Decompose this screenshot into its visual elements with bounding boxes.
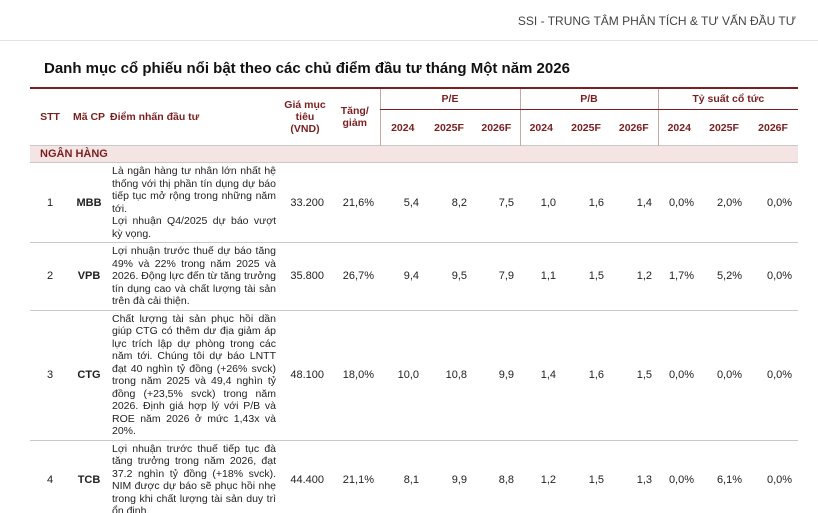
ticker: CTG [70, 309, 108, 440]
metric: 1,2 [520, 439, 562, 513]
document-title: Danh mục cổ phiếu nổi bật theo các chủ đ… [44, 60, 570, 77]
ticker: MBB [70, 162, 108, 243]
metric: 0,0% [748, 439, 799, 513]
stt: 4 [30, 439, 70, 513]
metric: 5,4 [380, 162, 425, 243]
change: 21,6% [330, 162, 380, 243]
year-header: 2026F [481, 121, 512, 134]
highlight-text: Lợi nhuận trước thuế tiếp tục đà tăng tr… [112, 442, 276, 513]
metric: 5,2% [700, 242, 749, 310]
metric: 10,8 [425, 309, 473, 440]
target-price: 35.800 [280, 242, 330, 310]
metric: 1,2 [610, 242, 659, 310]
metric: 1,3 [610, 439, 659, 513]
metric: 9,9 [473, 309, 520, 440]
section-label: NGÂN HÀNG [30, 145, 799, 163]
ticker: TCB [70, 439, 108, 513]
table-body: NGÂN HÀNG 1 MBB Là ngân hàng tư nhân lớn nh… [30, 145, 799, 513]
target-price: 33.200 [280, 162, 330, 243]
header-rule [0, 40, 818, 41]
metric: 7,9 [473, 242, 520, 310]
metric: 1,1 [520, 242, 562, 310]
metric: 9,9 [425, 439, 473, 513]
table-head: STT Mã CP Điểm nhấn đầu tư Giá mục tiêu … [30, 87, 799, 146]
stt: 3 [30, 309, 70, 440]
year-header: 2025F [434, 121, 464, 134]
target-price: 44.400 [280, 439, 330, 513]
highlight-text: Lợi nhuận trước thuế dự báo tăng 49% và … [112, 245, 276, 307]
section-row: NGÂN HÀNG [30, 145, 799, 163]
change: 18,0% [330, 309, 380, 440]
header-title: SSI - TRUNG TÂM PHÂN TÍCH & TƯ VẤN ĐẦU T… [517, 14, 796, 28]
change: 26,7% [330, 242, 380, 310]
stock-table: STT Mã CP Điểm nhấn đầu tư Giá mục tiêu … [30, 87, 799, 513]
group-header: P/B [519, 87, 659, 111]
metric: 8,2 [425, 162, 473, 243]
highlight-text: Chất lượng tài sản phục hồi dần giúp CTG… [112, 312, 276, 438]
stock-row: 1 MBB Là ngân hàng tư nhân lớn nhất hệ thố… [30, 162, 799, 243]
metric: 6,1% [700, 439, 749, 513]
metric: 7,5 [473, 162, 520, 243]
stt: 1 [30, 162, 70, 243]
metric: 0,0% [658, 439, 701, 513]
metric: 1,6 [562, 309, 610, 440]
year-header: 2025F [709, 121, 739, 134]
year-header: 2024 [379, 109, 425, 146]
metric: 0,0% [700, 309, 749, 440]
metric: 9,4 [380, 242, 425, 310]
metric: 1,5 [562, 439, 610, 513]
target-price: 48.100 [280, 309, 330, 440]
header-row: STT Mã CP Điểm nhấn đầu tư Giá mục tiêu … [30, 87, 799, 146]
highlight: Chất lượng tài sản phục hồi dần giúp CTG… [108, 309, 280, 440]
metric: 9,5 [425, 242, 473, 310]
year-header: 2024 [519, 109, 562, 146]
metric: 10,0 [380, 309, 425, 440]
stock-row: 2 VPB Lợi nhuận trước thuế dự báo tăng 49%… [30, 242, 799, 310]
group-header: P/E [379, 87, 520, 111]
metric: 1,5 [562, 242, 610, 310]
highlight: Lợi nhuận trước thuế tiếp tục đà tăng tr… [108, 439, 280, 513]
metric: 0,0% [658, 309, 701, 440]
highlight: Là ngân hàng tư nhân lớn nhất hệ thống v… [108, 162, 280, 243]
stock-row: 3 CTG Chất lượng tài sản phục hồi dần giúp… [30, 309, 799, 440]
group-header: Tỷ suất cổ tức [657, 87, 799, 111]
header-row: 2024 2025F 2026F 2024 2025F 2026F 2024 2025F 202… [30, 109, 798, 146]
col-header: STT [30, 87, 70, 146]
metric: 1,4 [610, 162, 659, 243]
col-header: Điểm nhấn đầu tư [108, 87, 280, 146]
metric: 2,0% [700, 162, 749, 243]
metric: 1,0 [520, 162, 562, 243]
metric: 1,4 [520, 309, 562, 440]
highlight: Lợi nhuận trước thuế dự báo tăng 49% và … [108, 242, 280, 310]
year-header: 2025F [571, 121, 601, 134]
metric: 8,1 [380, 439, 425, 513]
col-header: Mã CP [70, 87, 108, 146]
col-header: Tăng/ giảm [330, 87, 380, 146]
change: 21,1% [330, 439, 380, 513]
metric: 1,6 [562, 162, 610, 243]
ticker: VPB [70, 242, 108, 310]
metric: 0,0% [658, 162, 701, 243]
metric: 1,5 [610, 309, 659, 440]
highlight-text: Là ngân hàng tư nhân lớn nhất hệ thống v… [112, 165, 276, 215]
metric: 0,0% [748, 309, 799, 440]
metric: 0,0% [748, 162, 799, 243]
year-header: 2026F [618, 121, 649, 134]
stt: 2 [30, 242, 70, 310]
metric: 0,0% [748, 242, 799, 310]
metric: 8,8 [473, 439, 520, 513]
year-header: 2024 [657, 109, 701, 146]
col-header: Giá mục tiêu (VND) [280, 87, 330, 146]
stock-row: 4 TCB Lợi nhuận trước thuế tiếp tục đà tăn… [30, 439, 799, 513]
highlight-text: Lợi nhuận Q4/2025 dự báo vượt kỳ vọng. [112, 215, 276, 240]
year-header: 2026F [758, 121, 788, 134]
metric: 1,7% [658, 242, 701, 310]
